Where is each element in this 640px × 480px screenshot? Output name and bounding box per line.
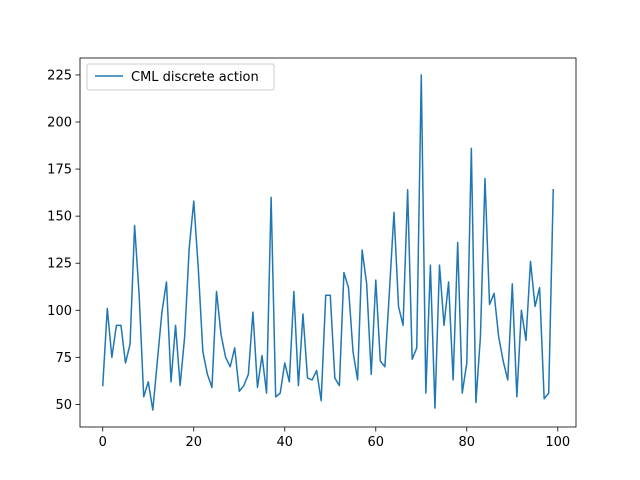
y-tick-label: 125 <box>47 257 72 272</box>
x-tick-label: 40 <box>276 435 293 450</box>
series-layer <box>101 74 555 411</box>
legend-box <box>86 63 275 91</box>
legend-label: CML discrete action <box>131 70 259 85</box>
y-tick-label: 100 <box>47 304 72 319</box>
y-tick-label: 50 <box>55 398 72 413</box>
y-tick-label: 175 <box>47 163 72 178</box>
y-axis: 50 75 100 125 150 175 200 225 <box>47 68 80 413</box>
y-tick-label: 225 <box>47 68 72 83</box>
plot-frame <box>79 57 577 428</box>
x-axis: 0 20 40 60 80 100 <box>99 427 570 450</box>
series-line-0 <box>101 74 555 411</box>
x-tick-label: 60 <box>368 435 385 450</box>
x-tick-label: 100 <box>545 435 570 450</box>
legend: CML discrete action <box>86 63 275 91</box>
y-tick-label: 150 <box>47 210 72 225</box>
y-tick-label: 75 <box>55 351 72 366</box>
x-tick-label: 80 <box>459 435 476 450</box>
y-tick-label: 200 <box>47 116 72 131</box>
x-tick-label: 0 <box>99 435 107 450</box>
x-tick-label: 20 <box>185 435 202 450</box>
